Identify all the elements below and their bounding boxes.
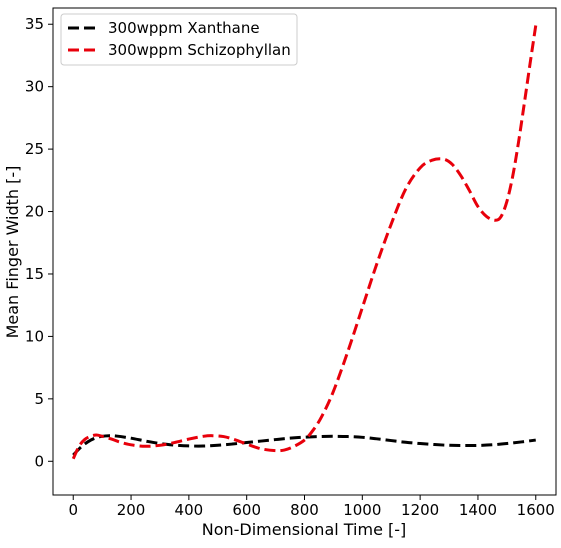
x-tick-label: 1400 xyxy=(459,501,497,519)
y-tick-label: 15 xyxy=(25,265,44,283)
x-tick-label: 600 xyxy=(232,501,261,519)
x-tick-label: 1200 xyxy=(401,501,439,519)
y-tick-label: 25 xyxy=(25,140,44,158)
y-tick-label: 10 xyxy=(25,327,44,345)
y-tick-label: 30 xyxy=(25,78,44,96)
y-tick-label: 0 xyxy=(34,452,44,470)
series-line-1 xyxy=(72,434,536,457)
y-tick-label: 35 xyxy=(25,15,44,33)
legend-box xyxy=(60,13,298,66)
y-tick-label: 5 xyxy=(34,390,44,408)
legend: 300wppm Xanthane 300wppm Schizophyllan xyxy=(60,13,298,66)
plot-lines xyxy=(71,25,538,460)
x-tick-label: 400 xyxy=(175,501,204,519)
series-line-2 xyxy=(71,25,538,460)
x-tick-label: 1600 xyxy=(517,501,555,519)
x-axis: 0 200 400 600 800 1000 1200 1400 1600 xyxy=(68,495,555,519)
x-axis-label: Non-Dimensional Time [-] xyxy=(202,520,407,539)
x-tick-label: 800 xyxy=(290,501,319,519)
y-tick-label: 20 xyxy=(25,203,44,221)
y-axis-label: Mean Finger Width [-] xyxy=(3,166,22,339)
x-tick-label: 1000 xyxy=(343,501,381,519)
legend-label-2: 300wppm Schizophyllan xyxy=(108,41,291,59)
legend-label-1: 300wppm Xanthane xyxy=(108,19,260,37)
x-tick-label: 0 xyxy=(68,501,78,519)
y-axis: 0 5 10 15 20 25 30 35 xyxy=(25,15,53,470)
x-tick-label: 200 xyxy=(117,501,146,519)
